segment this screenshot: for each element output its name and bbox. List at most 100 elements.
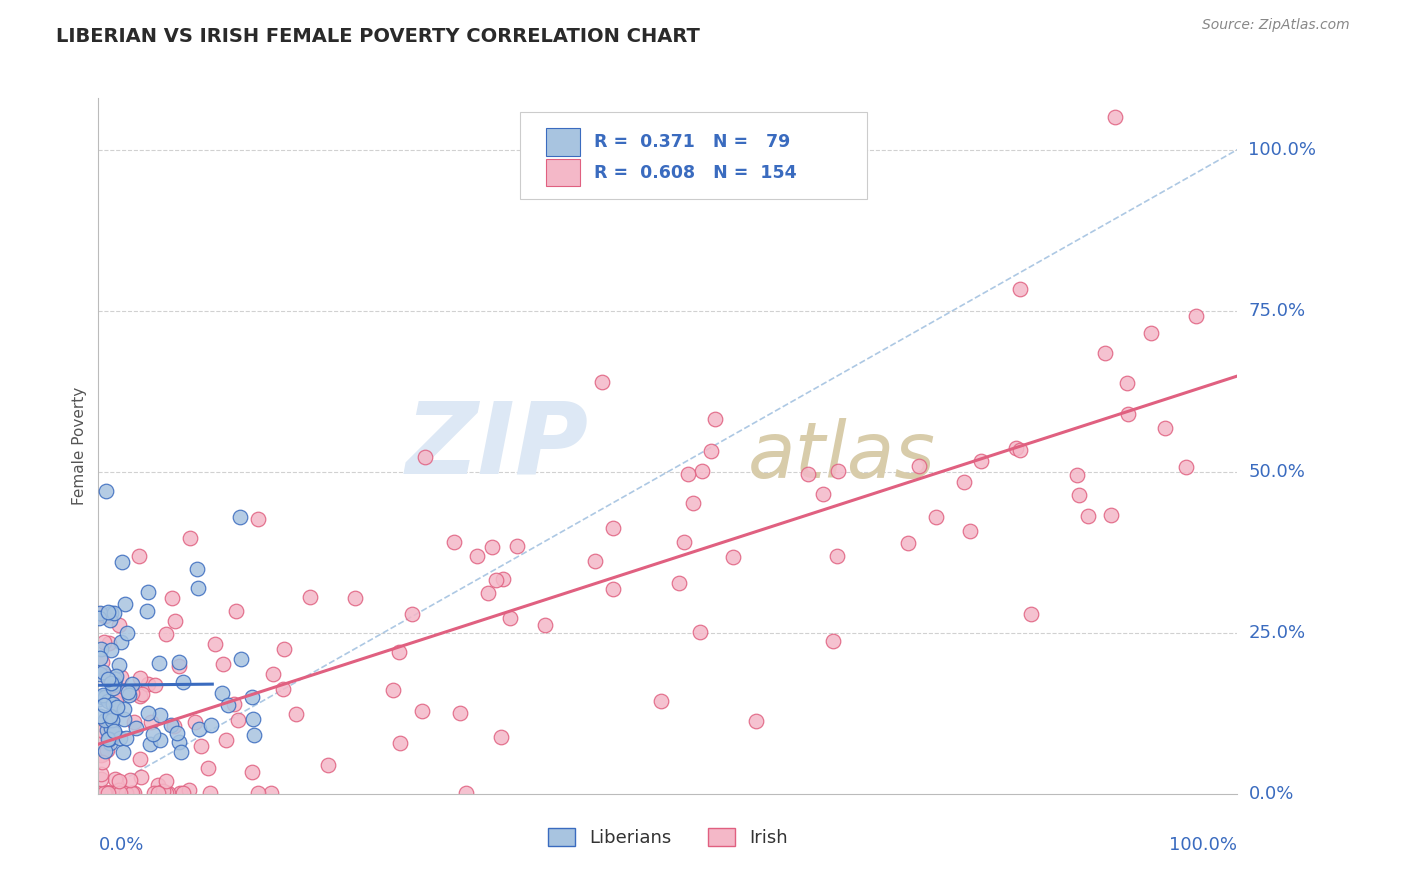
Point: [187, 581, 209, 595]
Point: [129, 689, 152, 703]
Point: [449, 706, 471, 721]
Point: [91, 688, 114, 702]
FancyBboxPatch shape: [546, 159, 581, 186]
Point: [284, 706, 307, 721]
Point: [602, 582, 624, 596]
Point: [167, 659, 190, 673]
Point: [159, 718, 181, 732]
Point: [188, 722, 211, 736]
Point: [97, 694, 120, 708]
Point: [1077, 509, 1099, 524]
Point: [1066, 468, 1088, 483]
Point: [101, 713, 124, 727]
Point: [90, 736, 112, 750]
Point: [148, 786, 170, 800]
Point: [87, 692, 110, 706]
Point: [190, 739, 212, 754]
Point: [689, 624, 711, 639]
Point: [128, 549, 150, 564]
Point: [118, 688, 141, 702]
Text: Source: ZipAtlas.com: Source: ZipAtlas.com: [1202, 18, 1350, 32]
Point: [100, 676, 122, 690]
Point: [506, 540, 529, 554]
Point: [97, 786, 120, 800]
Point: [93, 698, 115, 712]
Point: [101, 786, 124, 800]
Point: [797, 467, 820, 482]
Point: [112, 684, 135, 698]
Point: [672, 535, 695, 549]
Point: [204, 637, 226, 651]
Point: [811, 487, 834, 501]
Point: [104, 673, 127, 687]
Point: [668, 576, 690, 591]
Point: [112, 701, 135, 715]
FancyBboxPatch shape: [546, 128, 581, 156]
Point: [136, 584, 159, 599]
Point: [107, 782, 129, 797]
Point: [197, 761, 219, 775]
Point: [108, 786, 131, 800]
Point: [823, 634, 845, 648]
Point: [120, 786, 142, 800]
Point: [1116, 376, 1139, 391]
Point: [246, 786, 269, 800]
Point: [110, 731, 132, 745]
Point: [96, 743, 118, 757]
Point: [925, 510, 948, 524]
Point: [1094, 345, 1116, 359]
Point: [186, 562, 208, 576]
Point: [243, 728, 266, 742]
Point: [100, 643, 122, 657]
Point: [89, 717, 111, 731]
Point: [273, 681, 295, 696]
Point: [105, 700, 128, 714]
Point: [143, 678, 166, 692]
Point: [97, 732, 120, 747]
Point: [108, 657, 131, 672]
Point: [121, 676, 143, 690]
Point: [155, 774, 177, 789]
Legend: Liberians, Irish: Liberians, Irish: [540, 821, 796, 855]
Point: [101, 688, 124, 702]
Point: [179, 531, 201, 545]
Point: [94, 669, 117, 683]
Point: [89, 786, 111, 800]
Point: [273, 642, 295, 657]
Point: [93, 635, 115, 649]
Point: [94, 609, 117, 624]
Point: [602, 521, 624, 535]
Point: [125, 721, 148, 735]
Point: [382, 682, 405, 697]
Point: [212, 657, 235, 672]
Point: [107, 618, 129, 632]
Point: [114, 598, 136, 612]
Point: [90, 655, 112, 669]
Text: 0.0%: 0.0%: [98, 836, 143, 854]
Point: [908, 459, 931, 474]
Point: [117, 685, 139, 699]
Point: [129, 671, 152, 685]
Point: [149, 732, 172, 747]
Point: [115, 786, 138, 800]
Point: [953, 475, 976, 489]
Point: [172, 786, 194, 800]
Point: [533, 617, 555, 632]
Point: [97, 786, 120, 800]
Point: [215, 732, 238, 747]
Text: 100.0%: 100.0%: [1170, 836, 1237, 854]
Point: [970, 454, 993, 468]
Point: [108, 773, 131, 788]
Point: [97, 636, 120, 650]
Point: [110, 635, 132, 649]
Point: [97, 673, 120, 687]
Point: [1010, 283, 1032, 297]
Text: 100.0%: 100.0%: [1249, 141, 1316, 159]
Point: [139, 714, 162, 729]
Point: [222, 697, 245, 711]
Point: [169, 786, 191, 800]
Point: [124, 786, 146, 800]
Point: [94, 714, 117, 728]
Point: [344, 591, 367, 605]
Point: [143, 786, 166, 800]
